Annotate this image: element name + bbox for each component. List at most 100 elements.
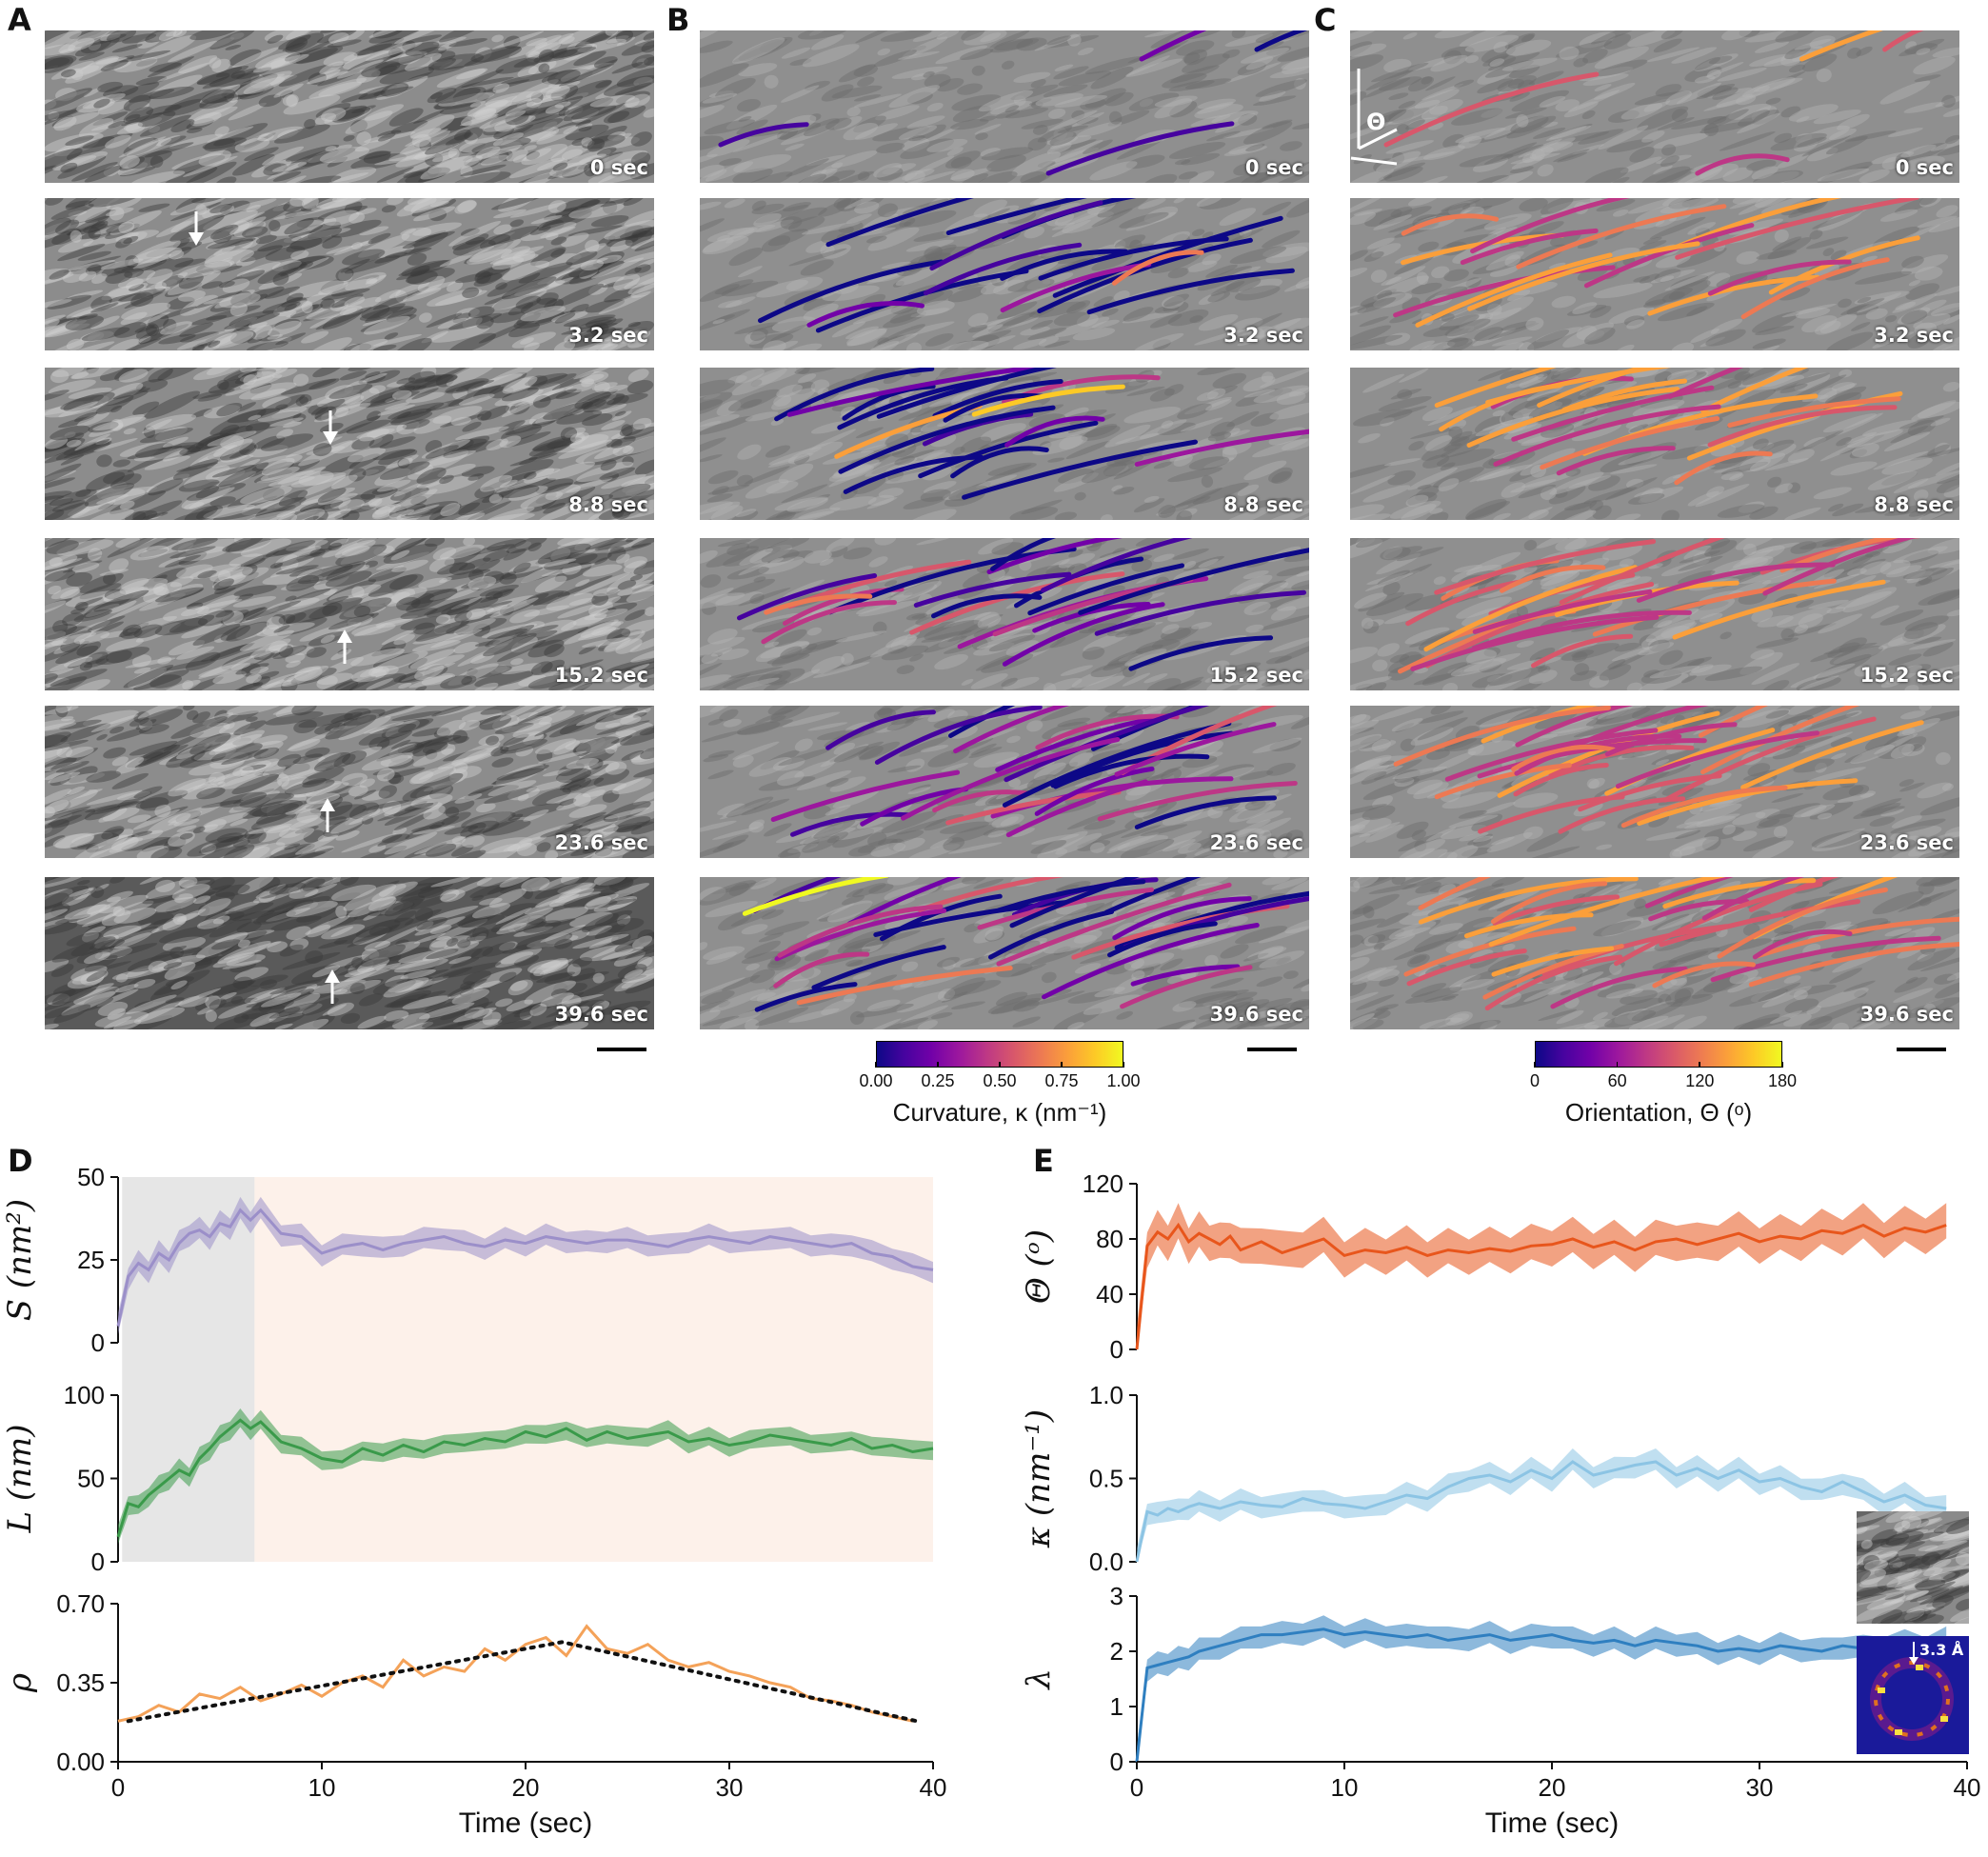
- inset-fft: 3.3 Å: [1857, 1636, 1969, 1754]
- x-tick-label: 20: [1539, 1773, 1566, 1802]
- y-tick-label: 25: [77, 1246, 105, 1274]
- y-axis-label: L (nm): [1, 1424, 39, 1533]
- series-line: [116, 1208, 934, 1327]
- x-tick-label: 0: [111, 1773, 125, 1802]
- timestamp-label: 8.8 sec: [1223, 493, 1303, 516]
- y-tick-label: 0.0: [1089, 1548, 1123, 1576]
- y-tick-label: 2: [1110, 1637, 1123, 1666]
- colorbar-tick-label: 0.75: [1044, 1071, 1079, 1090]
- orientation-gradient: [1535, 1041, 1782, 1068]
- colorbar-tick-label: 0: [1529, 1071, 1541, 1090]
- y-tick-label: 50: [77, 1465, 105, 1493]
- timestamp-label: 39.6 sec: [1209, 1003, 1303, 1026]
- panel-label-b: B: [666, 2, 690, 38]
- y-tick-label: 3: [1110, 1582, 1123, 1610]
- colorbar-tick: [1616, 1062, 1619, 1068]
- frame-b-4: 15.2 sec: [700, 538, 1309, 690]
- colorbar-tick: [1534, 1062, 1536, 1068]
- scale-bar-b: [1247, 1048, 1297, 1051]
- frame-b-1: 0 sec: [700, 30, 1309, 183]
- frame-c-6: 39.6 sec: [1350, 877, 1959, 1029]
- frame-b-5: 23.6 sec: [700, 706, 1309, 858]
- timestamp-label: 0 sec: [1895, 156, 1954, 179]
- frame-a-5: 23.6 sec: [45, 706, 654, 858]
- colorbar-tick: [875, 1062, 877, 1068]
- series-band: [1137, 1203, 1947, 1349]
- colorbar-tick-label: 0.25: [921, 1071, 955, 1090]
- timestamp-label: 39.6 sec: [554, 1003, 648, 1026]
- timestamp-label: 23.6 sec: [1209, 831, 1303, 854]
- timestamp-label: 23.6 sec: [1859, 831, 1954, 854]
- colorbar-tick-label: 60: [1607, 1071, 1627, 1090]
- series-band: [1137, 1448, 1947, 1562]
- frame-c-3: 8.8 sec: [1350, 368, 1959, 520]
- frame-a-1: 0 sec: [45, 30, 654, 183]
- y-tick-label: 0: [91, 1328, 105, 1357]
- frame-c-2: 3.2 sec: [1350, 198, 1959, 350]
- theta-indicator: Θ: [1350, 69, 1398, 166]
- theta-symbol: Θ: [1366, 109, 1385, 135]
- y-axis-label: ρ: [1, 1673, 39, 1693]
- series-line: [1135, 1627, 1947, 1763]
- timestamp-label: 15.2 sec: [554, 664, 648, 687]
- x-tick-label: 30: [716, 1773, 744, 1802]
- frame-a-6: 39.6 sec: [45, 877, 654, 1029]
- x-tick-label: 40: [920, 1773, 947, 1802]
- panel-label-d: D: [8, 1143, 33, 1179]
- frame-a-2: 3.2 sec: [45, 198, 654, 350]
- timestamp-label: 15.2 sec: [1209, 664, 1303, 687]
- series-band: [1137, 1615, 1947, 1762]
- y-tick-label: 80: [1096, 1225, 1123, 1253]
- timestamp-label: 0 sec: [1244, 156, 1303, 179]
- x-tick-label: 0: [1130, 1773, 1143, 1802]
- timestamp-label: 8.8 sec: [568, 493, 648, 516]
- orientation-colorbar: 0 60 120 180 Orientation, Θ (ᵒ): [1530, 1041, 1797, 1127]
- colorbar-tick-label: 0.50: [983, 1071, 1017, 1090]
- timestamp-label: 3.2 sec: [1223, 324, 1303, 347]
- x-tick-label: 30: [1746, 1773, 1774, 1802]
- frame-b-6: 39.6 sec: [700, 877, 1309, 1029]
- scale-bar-a: [597, 1048, 646, 1051]
- y-tick-label: 120: [1083, 1169, 1123, 1198]
- y-tick-label: 0.5: [1089, 1465, 1123, 1493]
- y-tick-label: 0.70: [56, 1589, 105, 1618]
- x-tick-label: 20: [512, 1773, 540, 1802]
- y-tick-label: 0: [91, 1548, 105, 1576]
- panel-label-a: A: [8, 2, 31, 38]
- timestamp-label: 8.8 sec: [1874, 493, 1954, 516]
- y-axis-label: κ (nm⁻¹): [1020, 1409, 1058, 1548]
- colorbar-tick: [1781, 1062, 1783, 1068]
- series-line: [1135, 1222, 1947, 1350]
- x-tick-label: 10: [1331, 1773, 1359, 1802]
- y-axis-label: Θ (ᵒ): [1020, 1229, 1058, 1304]
- trend-line: [126, 1640, 919, 1724]
- colorbar-tick-label: 1.00: [1106, 1071, 1141, 1090]
- colorbar-tick-label: 120: [1685, 1071, 1715, 1090]
- colorbar-tick-label: 0.00: [859, 1071, 893, 1090]
- y-tick-label: 0.00: [56, 1747, 105, 1776]
- y-tick-label: 100: [64, 1381, 105, 1409]
- curvature-title: Curvature, κ (nm⁻¹): [892, 1098, 1107, 1127]
- frame-b-2: 3.2 sec: [700, 198, 1309, 350]
- timestamp-label: 23.6 sec: [554, 831, 648, 854]
- y-tick-label: 1.0: [1089, 1381, 1123, 1409]
- frame-a-3: 8.8 sec: [45, 368, 654, 520]
- timestamp-label: 0 sec: [589, 156, 648, 179]
- frame-b-3: 8.8 sec: [700, 368, 1309, 520]
- colorbar-tick: [1699, 1062, 1700, 1068]
- series-band: [118, 1408, 933, 1545]
- curvature-colorbar: 0.00 0.25 0.50 0.75 1.00 Curvature, κ (nm⁻¹): [859, 1041, 1141, 1127]
- timestamp-label: 3.2 sec: [568, 324, 648, 347]
- timestamp-label: 39.6 sec: [1859, 1003, 1954, 1026]
- y-axis-label: λ: [1020, 1668, 1058, 1691]
- colorbar-tick: [1061, 1062, 1063, 1068]
- frame-c-4: 15.2 sec: [1350, 538, 1959, 690]
- frame-c-5: 23.6 sec: [1350, 706, 1959, 858]
- inset-micrograph: [1832, 1504, 1988, 1631]
- x-tick-label: 40: [1954, 1773, 1981, 1802]
- scale-bar-c: [1897, 1048, 1946, 1051]
- x-axis-label: Time (sec): [459, 1807, 593, 1839]
- colorbar-tick-label: 180: [1767, 1071, 1798, 1090]
- series-line: [117, 1624, 913, 1723]
